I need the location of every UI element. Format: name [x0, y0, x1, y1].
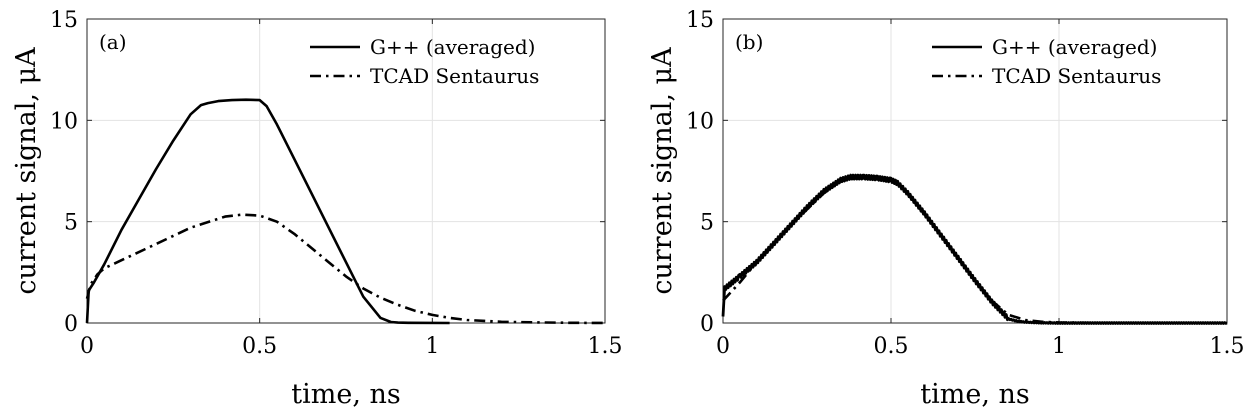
chart-b-xtick-label-1: 0.5 — [874, 334, 909, 359]
chart-b-panel-label: (b) — [735, 30, 763, 54]
chart-a-xtick-label-2: 1 — [425, 334, 439, 359]
chart-b-series-tcad — [722, 176, 1227, 325]
chart-a: 0 0.5 1 1.5 0 5 10 15 time, ns current signal, μA… — [11, 8, 623, 410]
chart-b-xtick-label-3: 1.5 — [1210, 334, 1245, 359]
chart-a-legend-label-1: TCAD Sentaurus — [370, 64, 539, 88]
chart-b-ytick-label-1: 5 — [700, 211, 714, 236]
chart-a-panel-label: (a) — [99, 30, 127, 54]
chart-a-xtick-label-3: 1.5 — [588, 334, 623, 359]
chart-b-xlabel: time, ns — [920, 379, 1029, 410]
chart-a-ytick-label-1: 5 — [64, 211, 78, 236]
chart-a-xtick-label-1: 0.5 — [242, 334, 277, 359]
chart-b: 0 0.5 1 1.5 0 5 10 15 time, ns current signal, μA… — [647, 8, 1245, 410]
chart-b-legend-label-1: TCAD Sentaurus — [992, 64, 1161, 88]
chart-b-ytick-label-3: 15 — [686, 8, 714, 33]
chart-a-ylabel: current signal, μA — [11, 47, 42, 295]
chart-b-legend-label-0: G++ (averaged) — [992, 35, 1157, 59]
chart-b-xtick-label-0: 0 — [716, 334, 730, 359]
chart-a-legend-label-0: G++ (averaged) — [370, 35, 535, 59]
chart-b-ylabel: current signal, μA — [647, 47, 678, 295]
chart-a-series-gpp — [85, 98, 450, 325]
chart-b-ytick-label-0: 0 — [700, 312, 714, 337]
chart-a-ytick-label-3: 15 — [50, 8, 78, 33]
chart-b-axes-box — [722, 18, 1228, 324]
chart-b-ytick-label-2: 10 — [686, 109, 714, 134]
chart-b-series-gpp — [721, 173, 1228, 325]
chart-b-xtick-label-2: 1 — [1052, 334, 1066, 359]
chart-a-axes-box — [86, 18, 606, 324]
chart-a-ytick-label-2: 10 — [50, 109, 78, 134]
chart-a-series-tcad — [85, 213, 606, 325]
chart-a-ytick-label-0: 0 — [64, 312, 78, 337]
chart-a-xlabel: time, ns — [291, 379, 400, 410]
chart-a-xtick-label-0: 0 — [80, 334, 94, 359]
